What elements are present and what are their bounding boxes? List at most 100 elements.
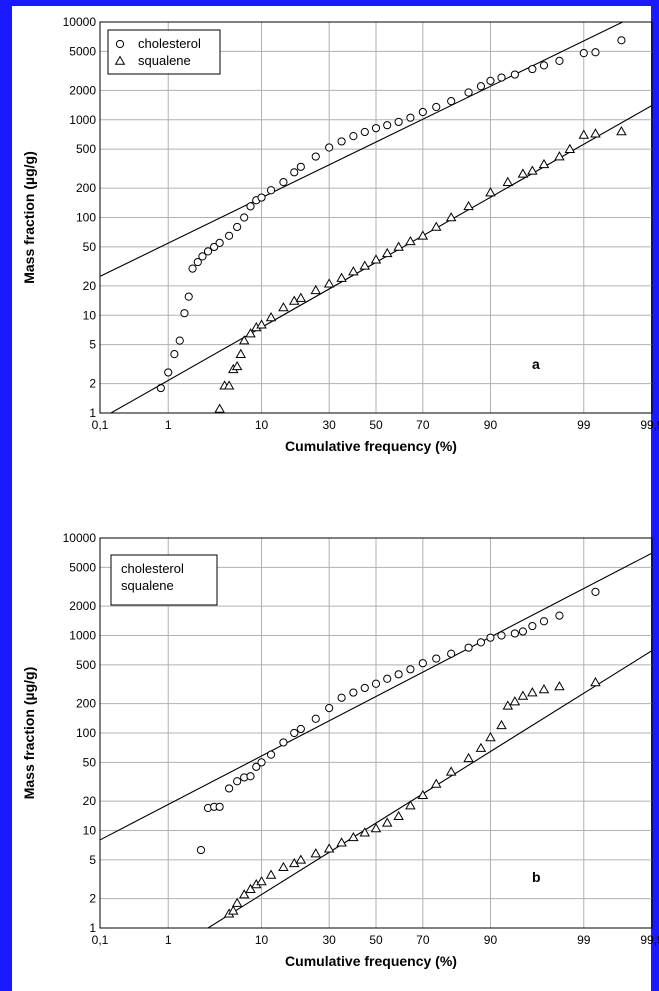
x-tick-label: 90 xyxy=(484,933,498,947)
x-tick-label: 50 xyxy=(369,933,383,947)
y-tick-label: 2000 xyxy=(69,83,96,97)
squalene-point xyxy=(538,683,550,694)
cholesterol-point xyxy=(617,36,626,45)
y-tick-label: 10 xyxy=(83,308,97,322)
cholesterol-point xyxy=(518,627,528,636)
cholesterol-point xyxy=(394,670,403,679)
x-tick-label: 70 xyxy=(416,418,430,432)
squalene-point xyxy=(527,165,538,175)
cholesterol-point xyxy=(447,649,456,658)
cholesterol-point xyxy=(246,772,255,781)
cholesterol-fit-line xyxy=(100,22,624,277)
y-tick-label: 1 xyxy=(89,406,96,420)
cholesterol-point xyxy=(337,693,346,702)
y-tick-label: 1000 xyxy=(69,113,96,127)
squalene-point xyxy=(323,278,335,288)
cholesterol-point xyxy=(193,257,202,267)
cholesterol-point xyxy=(418,107,427,117)
y-tick-label: 2 xyxy=(89,377,96,391)
squalene-point xyxy=(370,254,382,264)
squalene-point xyxy=(295,854,307,864)
x-tick-label: 10 xyxy=(255,418,269,432)
cholesterol-point xyxy=(233,222,242,232)
squalene-point xyxy=(475,742,487,752)
cholesterol-point xyxy=(279,178,288,187)
squalene-point xyxy=(405,800,416,810)
squalene-point xyxy=(278,861,289,872)
squalene-point xyxy=(590,677,601,687)
squalene-point xyxy=(245,883,256,894)
cholesterol-point xyxy=(406,113,415,122)
squalene-point xyxy=(278,302,289,312)
y-tick-label: 20 xyxy=(83,279,97,293)
squalene-point xyxy=(538,158,550,169)
squalene-point xyxy=(336,837,347,847)
cholesterol-point xyxy=(349,132,358,141)
squalene-point xyxy=(214,403,225,413)
squalene-point xyxy=(393,810,404,821)
squalene-point xyxy=(256,319,267,329)
legend-marker-circle xyxy=(115,39,125,49)
squalene-point xyxy=(485,732,496,742)
y-tick-label: 10 xyxy=(83,824,97,838)
squalene-point xyxy=(381,817,393,827)
squalene-point xyxy=(256,876,267,886)
y-axis-title: Mass fraction (µg/g) xyxy=(21,151,37,284)
cholesterol-fit-line xyxy=(100,552,652,841)
cholesterol-point xyxy=(188,264,197,273)
cholesterol-point xyxy=(528,621,537,631)
legend-box xyxy=(107,29,221,75)
plot-area xyxy=(100,552,652,928)
cholesterol-point xyxy=(510,629,519,638)
squalene-point xyxy=(554,151,565,161)
cholesterol-point xyxy=(252,762,261,771)
squalene-point xyxy=(496,719,507,730)
cholesterol-point xyxy=(555,56,564,65)
y-axis-title: Mass fraction (µg/g) xyxy=(21,667,37,800)
cholesterol-point xyxy=(464,643,473,652)
squalene-point xyxy=(348,266,359,276)
cholesterol-point xyxy=(296,724,305,734)
cholesterol-point xyxy=(170,350,179,359)
x-tick-label: 30 xyxy=(322,933,336,947)
cholesterol-point xyxy=(210,242,219,252)
cholesterol-point xyxy=(266,750,276,759)
y-tick-label: 100 xyxy=(76,726,96,740)
squalene-point xyxy=(370,823,382,833)
cholesterol-point xyxy=(180,309,189,318)
x-tick-label: 70 xyxy=(416,933,430,947)
cholesterol-point xyxy=(486,633,495,642)
cholesterol-point xyxy=(279,738,288,747)
cholesterol-point xyxy=(447,97,456,106)
cholesterol-point xyxy=(257,193,266,202)
squalene-point xyxy=(310,284,322,295)
cholesterol-point xyxy=(539,617,549,626)
cholesterol-point xyxy=(175,336,184,345)
plot-border xyxy=(99,21,653,414)
y-tick-label: 100 xyxy=(76,211,96,225)
y-tick-label: 2000 xyxy=(69,599,96,613)
squalene-point xyxy=(590,128,601,138)
cholesterol-point xyxy=(497,73,506,82)
cholesterol-point xyxy=(497,631,506,640)
y-tick-label: 5 xyxy=(89,853,96,867)
cholesterol-point xyxy=(528,64,537,74)
cholesterol-point xyxy=(246,202,255,211)
cholesterol-point xyxy=(215,802,224,811)
panel-a: 0,1110305070909999,912510205010020050010… xyxy=(21,15,659,454)
plot-area xyxy=(100,22,652,413)
squalene-point xyxy=(578,129,590,139)
legend-label: cholesterol xyxy=(138,36,201,51)
cholesterol-point xyxy=(579,49,588,58)
x-tick-label: 1 xyxy=(165,933,172,947)
x-tick-label: 90 xyxy=(484,418,498,432)
squalene-point xyxy=(417,230,429,240)
x-tick-label: 99,9 xyxy=(640,418,659,432)
cholesterol-point xyxy=(233,777,242,786)
x-axis-title: Cumulative frequency (%) xyxy=(285,953,457,969)
x-axis-title: Cumulative frequency (%) xyxy=(285,438,457,454)
cholesterol-point xyxy=(383,121,392,130)
squalene-point xyxy=(231,360,243,371)
squalene-point xyxy=(231,897,243,907)
x-tick-label: 1 xyxy=(165,418,172,432)
